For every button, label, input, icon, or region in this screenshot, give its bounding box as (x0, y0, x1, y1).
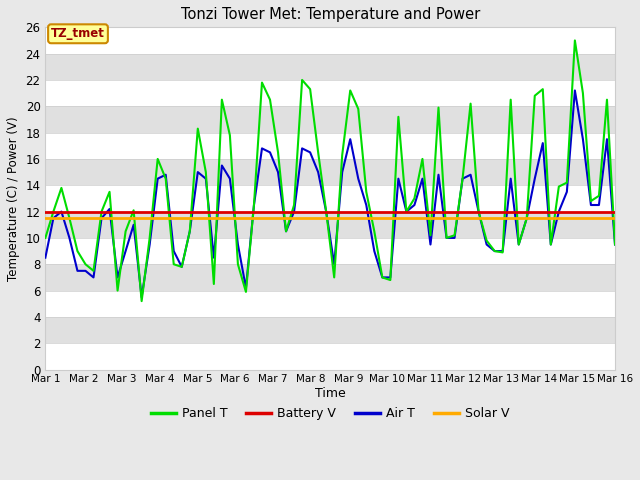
Battery V (362, 209, 370, 215)
Battery V (403, 209, 410, 215)
Panel T (579, 90, 587, 96)
Battery V (178, 209, 186, 215)
Bar (45, 54, 615, 80)
Solar V (234, 216, 242, 221)
Air T (411, 202, 419, 208)
Air T (138, 294, 145, 300)
Air T (579, 136, 587, 142)
Air T (242, 285, 250, 291)
Solar V (362, 216, 370, 221)
Bar (45, 185, 615, 212)
Bar (45, 80, 615, 106)
Air T (371, 248, 378, 254)
Bar (45, 290, 615, 317)
Bar (45, 317, 615, 343)
X-axis label: Time: Time (315, 387, 346, 400)
Air T (611, 241, 619, 247)
Panel T (411, 195, 419, 201)
Line: Panel T: Panel T (45, 40, 615, 301)
Air T (42, 255, 49, 261)
Battery V (427, 209, 435, 215)
Y-axis label: Temperature (C) / Power (V): Temperature (C) / Power (V) (7, 116, 20, 281)
Bar (45, 27, 615, 54)
Bar (45, 343, 615, 370)
Text: TZ_tmet: TZ_tmet (51, 27, 105, 40)
Panel T (435, 105, 442, 110)
Panel T (138, 298, 145, 304)
Panel T (42, 235, 49, 241)
Bar (45, 238, 615, 264)
Legend: Panel T, Battery V, Air T, Solar V: Panel T, Battery V, Air T, Solar V (146, 402, 515, 425)
Panel T (371, 228, 378, 234)
Title: Tonzi Tower Met: Temperature and Power: Tonzi Tower Met: Temperature and Power (180, 7, 480, 22)
Bar (45, 264, 615, 290)
Panel T (122, 228, 129, 234)
Bar (45, 106, 615, 132)
Air T (435, 172, 442, 178)
Panel T (242, 289, 250, 295)
Solar V (611, 216, 619, 221)
Air T (571, 87, 579, 93)
Bar (45, 212, 615, 238)
Solar V (427, 216, 435, 221)
Solar V (178, 216, 186, 221)
Panel T (611, 241, 619, 247)
Battery V (234, 209, 242, 215)
Solar V (122, 216, 129, 221)
Solar V (403, 216, 410, 221)
Bar (45, 132, 615, 159)
Battery V (122, 209, 129, 215)
Bar (45, 159, 615, 185)
Air T (122, 248, 129, 254)
Battery V (611, 209, 619, 215)
Line: Air T: Air T (45, 90, 615, 297)
Battery V (42, 209, 49, 215)
Panel T (571, 37, 579, 43)
Solar V (42, 216, 49, 221)
